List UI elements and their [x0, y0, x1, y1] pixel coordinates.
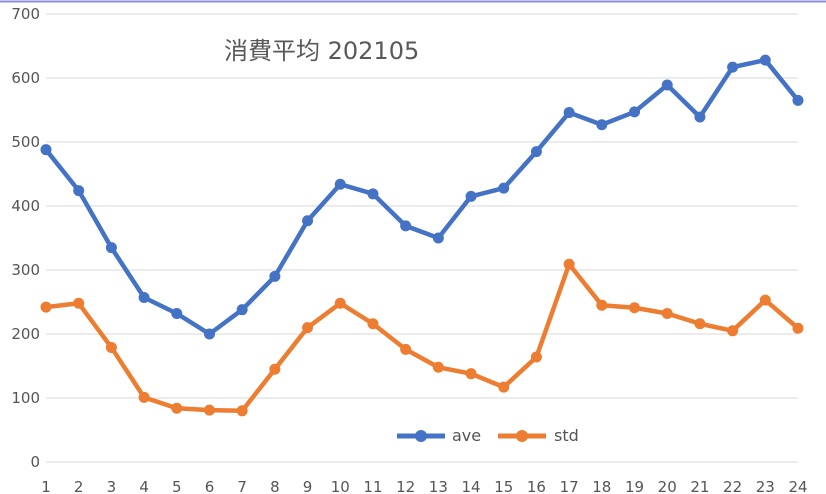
data-point-std [629, 302, 641, 314]
data-point-std [105, 341, 117, 353]
x-tick-label: 19 [625, 478, 644, 494]
x-tick-label: 16 [527, 478, 546, 494]
data-point-ave [792, 94, 804, 106]
y-tick-label: 0 [30, 453, 40, 471]
data-point-ave [759, 54, 771, 66]
data-point-ave [171, 308, 183, 320]
data-point-ave [530, 146, 542, 158]
legend: ave std [397, 426, 579, 445]
y-tick-label: 500 [11, 133, 40, 151]
data-point-std [432, 361, 444, 373]
data-point-ave [694, 111, 706, 123]
legend-label-ave: ave [452, 426, 481, 445]
x-tick-label: 24 [788, 478, 807, 494]
data-point-ave [302, 215, 314, 227]
x-tick-label: 14 [461, 478, 480, 494]
y-axis-tick-labels: 0 100 200 300 400 500 600 700 [11, 5, 40, 471]
data-point-std [465, 368, 477, 380]
data-point-std [40, 301, 52, 313]
data-point-std [73, 297, 85, 309]
x-tick-label: 6 [205, 478, 215, 494]
data-point-ave [367, 188, 379, 200]
data-point-std [661, 308, 673, 320]
data-point-ave [400, 220, 412, 232]
data-point-ave [73, 185, 85, 197]
x-tick-label: 18 [592, 478, 611, 494]
x-tick-label: 9 [303, 478, 313, 494]
data-point-std [792, 322, 804, 334]
x-tick-label: 17 [560, 478, 579, 494]
data-point-ave [40, 144, 52, 156]
x-tick-label: 11 [363, 478, 382, 494]
legend-item-ave: ave [397, 426, 481, 445]
data-point-std [727, 325, 739, 337]
x-tick-label: 5 [172, 478, 182, 494]
data-point-ave [236, 304, 248, 316]
series-line-ave [43, 57, 801, 337]
data-point-ave [203, 328, 215, 340]
legend-marker-ave [415, 430, 427, 442]
data-point-std [596, 299, 608, 311]
x-tick-label: 8 [270, 478, 280, 494]
data-point-ave [432, 232, 444, 244]
data-point-ave [661, 79, 673, 91]
y-tick-label: 100 [11, 389, 40, 407]
x-tick-label: 10 [331, 478, 350, 494]
data-point-ave [727, 61, 739, 73]
gridlines [46, 13, 798, 463]
x-tick-label: 22 [723, 478, 742, 494]
data-point-ave [334, 178, 346, 190]
data-point-ave [498, 182, 510, 194]
series-layer [40, 54, 804, 417]
legend-item-std: std [498, 426, 579, 445]
x-tick-label: 3 [107, 478, 117, 494]
x-axis-tick-labels: 1 2 3 4 5 6 7 8 9 10 11 12 13 14 15 16 17 18 19 20 21 22 23 24 [41, 478, 807, 494]
data-point-ave [465, 190, 477, 202]
x-tick-label: 4 [139, 478, 149, 494]
data-point-std [694, 318, 706, 330]
x-tick-label: 13 [429, 478, 448, 494]
data-point-std [203, 404, 215, 416]
legend-marker-std [516, 430, 528, 442]
y-tick-label: 300 [11, 261, 40, 279]
data-point-ave [138, 292, 150, 304]
data-point-std [530, 351, 542, 363]
y-tick-label: 700 [11, 5, 40, 23]
legend-label-std: std [554, 426, 579, 445]
data-point-ave [105, 242, 117, 254]
x-tick-label: 15 [494, 478, 513, 494]
data-point-ave [629, 106, 641, 118]
series-line-std [43, 261, 801, 414]
data-point-std [302, 322, 314, 334]
series-std [40, 258, 804, 417]
x-tick-label: 21 [690, 478, 709, 494]
data-point-std [367, 318, 379, 330]
data-point-std [236, 405, 248, 417]
data-point-ave [596, 119, 608, 131]
data-point-ave [269, 270, 281, 282]
data-point-ave [563, 107, 575, 119]
x-tick-label: 12 [396, 478, 415, 494]
data-point-std [269, 363, 281, 375]
x-tick-label: 7 [237, 478, 247, 494]
data-point-std [759, 294, 771, 306]
y-tick-label: 600 [11, 69, 40, 87]
data-point-std [400, 343, 412, 355]
x-tick-label: 2 [74, 478, 84, 494]
series-ave [40, 54, 804, 340]
y-tick-label: 200 [11, 325, 40, 343]
data-point-std [334, 297, 346, 309]
data-point-std [138, 391, 150, 403]
x-tick-label: 23 [756, 478, 775, 494]
x-tick-label: 1 [41, 478, 51, 494]
x-tick-label: 20 [658, 478, 677, 494]
chart-title: 消費平均 202105 [224, 37, 419, 65]
data-point-std [563, 258, 575, 270]
y-tick-label: 400 [11, 197, 40, 215]
data-point-std [171, 402, 183, 414]
data-point-std [498, 381, 510, 393]
